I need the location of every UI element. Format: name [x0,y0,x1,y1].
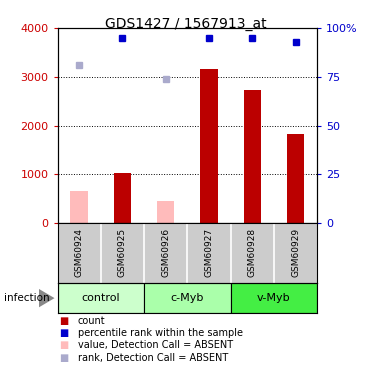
Bar [114,173,131,223]
Bar [70,191,88,223]
Text: GSM60928: GSM60928 [248,228,257,277]
Text: GSM60927: GSM60927 [204,228,213,277]
Bar [157,201,174,223]
Text: percentile rank within the sample: percentile rank within the sample [78,328,243,338]
Text: count: count [78,316,105,326]
Bar [244,90,261,223]
Bar [144,283,231,313]
Text: GSM60926: GSM60926 [161,228,170,277]
Text: GDS1427 / 1567913_at: GDS1427 / 1567913_at [105,17,266,31]
Bar [200,69,218,223]
Text: ■: ■ [59,328,69,338]
Bar [58,283,144,313]
Text: control: control [82,293,120,303]
Bar [287,134,304,223]
Text: c-Myb: c-Myb [171,293,204,303]
Text: rank, Detection Call = ABSENT: rank, Detection Call = ABSENT [78,353,228,363]
Text: GSM60924: GSM60924 [75,228,83,277]
Text: ■: ■ [59,316,69,326]
Text: v-Myb: v-Myb [257,293,291,303]
Text: value, Detection Call = ABSENT: value, Detection Call = ABSENT [78,340,233,350]
Polygon shape [39,289,55,308]
Bar [231,283,317,313]
Text: infection: infection [4,293,49,303]
Text: GSM60925: GSM60925 [118,228,127,277]
Text: ■: ■ [59,353,69,363]
Text: GSM60929: GSM60929 [291,228,300,277]
Text: ■: ■ [59,340,69,350]
